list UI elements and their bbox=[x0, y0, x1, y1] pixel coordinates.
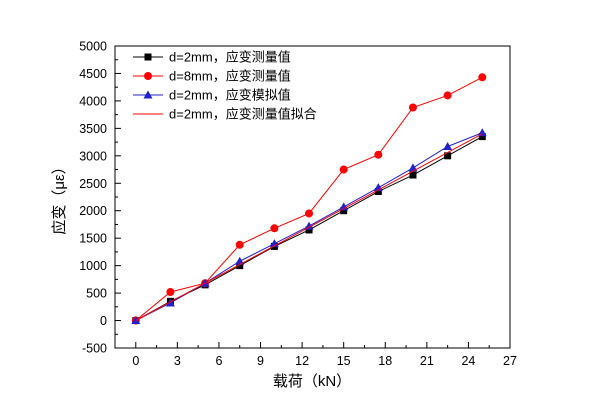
y-tick-label: -500 bbox=[82, 342, 107, 356]
square-marker bbox=[144, 53, 152, 61]
y-tick-label: 2000 bbox=[79, 204, 107, 218]
square-marker bbox=[236, 262, 244, 270]
legend-label: d=2mm，应变模拟值 bbox=[169, 88, 291, 103]
x-tick-label: 9 bbox=[257, 354, 264, 368]
x-tick-label: 24 bbox=[461, 354, 475, 368]
x-tick-label: 18 bbox=[378, 354, 392, 368]
circle-marker bbox=[166, 287, 175, 296]
x-tick-label: 12 bbox=[295, 354, 309, 368]
circle-marker bbox=[339, 165, 348, 174]
triangle-marker bbox=[235, 256, 245, 265]
circle-marker bbox=[478, 73, 487, 82]
legend-label: d=2mm，应变测量值拟合 bbox=[169, 107, 317, 122]
y-axis-title: 应变（με） bbox=[50, 159, 68, 234]
y-tick-label: 500 bbox=[86, 287, 107, 301]
y-tick-label: 3500 bbox=[79, 122, 107, 136]
legend-label: d=8mm，应变测量值 bbox=[169, 69, 291, 84]
legend-label: d=2mm，应变测量值 bbox=[169, 50, 291, 65]
circle-marker bbox=[305, 209, 314, 218]
y-tick-label: 4000 bbox=[79, 94, 107, 108]
y-tick-label: 0 bbox=[100, 314, 107, 328]
triangle-marker bbox=[304, 221, 314, 230]
y-tick-label: 5000 bbox=[79, 40, 107, 54]
circle-marker bbox=[374, 150, 383, 159]
y-tick-label: 2500 bbox=[79, 177, 107, 191]
x-axis-title: 载荷（kN） bbox=[273, 373, 351, 390]
legend: d=2mm，应变测量值 d=8mm，应变测量值 d=2mm，应变模拟值 d=2mm，应… bbox=[133, 50, 317, 122]
x-tick-label: 15 bbox=[337, 354, 351, 368]
x-tick-label: 21 bbox=[420, 354, 434, 368]
square-marker bbox=[340, 207, 348, 215]
square-marker bbox=[478, 133, 486, 141]
square-marker bbox=[409, 171, 417, 179]
series-2 bbox=[131, 128, 487, 325]
y-tick-label: 1500 bbox=[79, 232, 107, 246]
y-tick-label: 4500 bbox=[79, 67, 107, 81]
square-marker bbox=[374, 188, 382, 196]
triangle-marker bbox=[408, 163, 418, 172]
triangle-marker bbox=[477, 128, 487, 137]
series-3 bbox=[135, 133, 483, 321]
square-marker bbox=[305, 226, 313, 234]
circle-marker bbox=[144, 72, 152, 80]
square-marker bbox=[444, 152, 452, 160]
x-tick-label: 27 bbox=[503, 354, 517, 368]
x-tick-label: 6 bbox=[215, 354, 222, 368]
y-tick-label: 3000 bbox=[79, 149, 107, 163]
x-tick-label: 3 bbox=[174, 354, 181, 368]
circle-marker bbox=[408, 103, 417, 112]
triangle-marker bbox=[443, 141, 453, 150]
circle-marker bbox=[270, 224, 279, 233]
y-tick-label: 1000 bbox=[79, 259, 107, 273]
x-tick-label: 0 bbox=[132, 354, 139, 368]
triangle-marker bbox=[143, 90, 153, 99]
circle-marker bbox=[443, 91, 452, 100]
circle-marker bbox=[235, 240, 244, 249]
triangle-marker bbox=[339, 202, 349, 211]
series-line bbox=[135, 133, 483, 321]
triangle-marker bbox=[165, 298, 175, 307]
